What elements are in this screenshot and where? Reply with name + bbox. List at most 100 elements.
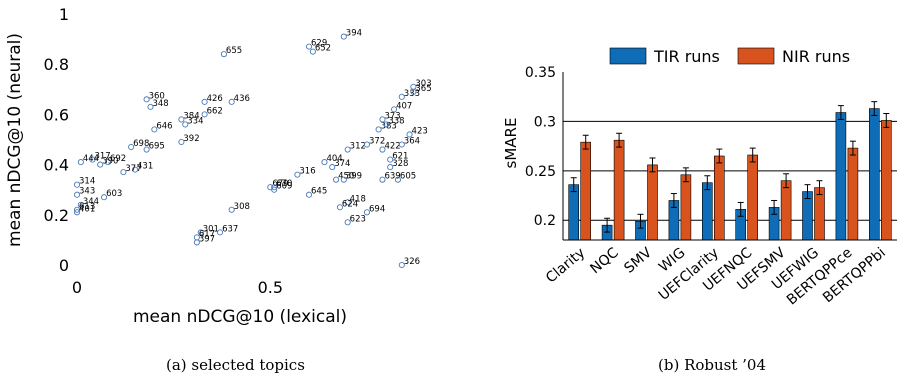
bar-legend: TIR runs NIR runs (609, 47, 850, 66)
scatter-point (147, 103, 154, 110)
scatter-point (340, 33, 347, 40)
scatter-point-label: 360 (149, 91, 165, 101)
scatter-point (73, 206, 81, 213)
legend-label: NIR runs (782, 47, 850, 66)
scatter-point-label: 404 (326, 154, 342, 164)
scatter-point-label: 624 (342, 199, 358, 209)
scatter-point (340, 176, 347, 183)
bar (847, 147, 859, 241)
scatter-point-label: 431 (137, 162, 153, 172)
bar (780, 180, 792, 241)
bar (835, 112, 847, 241)
scatter-point (77, 159, 84, 166)
scatter-ytick-label: 0.6 (44, 105, 69, 124)
scatter-point-label: 450 (338, 172, 354, 182)
scatter-point (387, 156, 394, 163)
bar (701, 182, 713, 241)
legend-label: TIR runs (653, 47, 720, 66)
scatter-point (228, 206, 235, 213)
scatter-point (375, 126, 382, 133)
bar (680, 174, 692, 241)
scatter-point-label: 637 (222, 224, 238, 234)
scatter-point (201, 98, 208, 105)
bar (647, 164, 658, 241)
scatter-point-label: 613 (79, 202, 95, 212)
scatter-point-label: 662 (207, 106, 223, 116)
scatter-point (379, 146, 386, 153)
scatter-point-label: 679 (272, 179, 288, 189)
scatter-point-label: 692 (110, 154, 126, 164)
scatter-point-label: 344 (83, 197, 99, 207)
scatter-ytick-label: 0.4 (44, 156, 69, 175)
scatter-point (329, 164, 336, 171)
scatter-point-label: 348 (152, 99, 168, 109)
scatter-point (228, 98, 235, 105)
scatter-point-label: 698 (133, 139, 149, 149)
scatter-point (410, 88, 417, 95)
bar-ylabel: sMARE (502, 118, 520, 169)
caption-a: (a) selected topics (166, 356, 305, 374)
scatter-point (101, 194, 108, 201)
legend-swatch (609, 47, 647, 65)
scatter-point (333, 176, 340, 183)
scatter-point-label: 314 (79, 177, 95, 187)
scatter-point-label: 401 (79, 204, 95, 214)
scatter-point (271, 186, 278, 193)
scatter-point-label: 444 (83, 154, 99, 164)
caption-b: (b) Robust ’04 (658, 356, 767, 374)
scatter-point (398, 141, 405, 148)
bar (880, 120, 892, 241)
scatter-point (398, 261, 405, 269)
bar-ytick-label: 0.25 (525, 164, 556, 180)
scatter-point-label: 645 (311, 187, 327, 197)
scatter-point (383, 121, 390, 128)
scatter-point (406, 131, 413, 138)
scatter-point-label: 603 (106, 189, 122, 199)
bar (580, 141, 592, 241)
scatter-point (73, 181, 81, 188)
scatter-point (398, 93, 405, 100)
scatter-point-label: 629 (311, 39, 327, 49)
scatter-point-label: 301 (203, 224, 219, 234)
scatter-point (151, 126, 158, 133)
scatter-point-label: 383 (381, 121, 397, 131)
scatter-point-label: 308 (234, 202, 250, 212)
scatter-point-label: 423 (412, 126, 428, 136)
bar-bars (568, 101, 892, 241)
scatter-point (344, 219, 351, 226)
scatter-ytick-label: 0 (59, 256, 69, 275)
scatter-point-label: 695 (149, 142, 165, 152)
scatter-point (220, 51, 227, 58)
bar (568, 184, 580, 241)
scatter-point (336, 204, 343, 211)
scatter-ticks: 0 0.5 0 0.2 0.4 0.6 0.8 1 (44, 5, 284, 297)
scatter-point (379, 116, 386, 123)
scatter-point-label: 655 (226, 46, 242, 56)
scatter-point (73, 209, 81, 216)
scatter-point (104, 159, 111, 166)
scatter-point (387, 164, 394, 171)
scatter-point-label: 373 (384, 111, 400, 121)
bar (814, 187, 825, 241)
bar-chart: sMARE 0.20.250.30.35 Clarity NQC SMV WIGUEF… (502, 47, 897, 308)
scatter-point-label: 384 (183, 111, 199, 121)
scatter-point-label: 364 (404, 137, 420, 147)
scatter-point (344, 146, 351, 153)
scatter-chart: mean nDCG@10 (neural) mean nDCG@10 (lexi… (5, 5, 432, 327)
scatter-point-label: 326 (404, 257, 420, 267)
scatter-point (197, 229, 204, 236)
scatter-point (128, 143, 135, 151)
bar-ytick-label: 0.3 (534, 114, 556, 130)
scatter-point (77, 201, 84, 208)
bar (868, 108, 880, 241)
scatter-point-label: 621 (392, 152, 408, 162)
scatter-ytick-label: 0.8 (44, 55, 69, 74)
scatter-point-label: 343 (79, 187, 95, 197)
legend-swatch (737, 47, 775, 65)
scatter-point-label: 670 (276, 179, 292, 189)
scatter-point-label: 317 (94, 152, 110, 162)
scatter-xtick-label: 0 (72, 278, 82, 297)
scatter-point (394, 176, 401, 183)
